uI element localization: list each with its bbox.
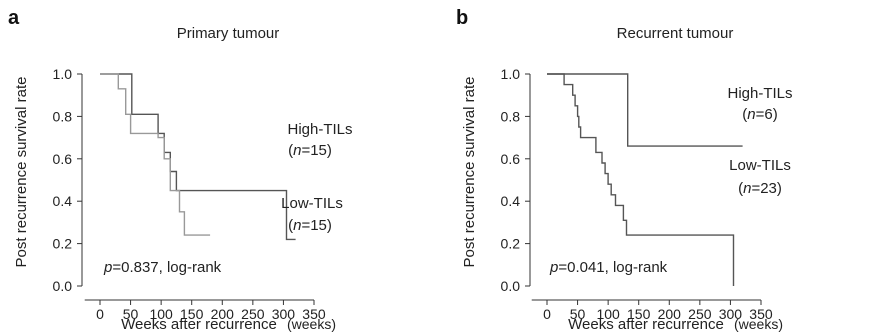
panel-b-y-tick-label: 0.2 [501, 236, 521, 252]
panel-a-p-value-annotation: p=0.837, log-rank [103, 259, 222, 276]
panel-b-series-label: Low-TILs [729, 157, 791, 174]
panel-b-y-tick-label: 0.0 [501, 278, 521, 294]
panel-b-series-n-label: (n=23) [738, 180, 782, 197]
panel-a-x-tick-label: 350 [302, 306, 326, 322]
panel-b-y-tick-label: 0.4 [501, 193, 521, 209]
panel-a-y-tick-label: 0.6 [53, 151, 73, 167]
panel-b-letter: b [456, 7, 468, 29]
panel-a-x-tick-label: 150 [180, 306, 204, 322]
panel-a-x-tick-label: 200 [211, 306, 235, 322]
panel-b-series-n-label: (n=6) [742, 106, 777, 123]
panel-a-y-tick-label: 0.8 [53, 108, 73, 124]
panel-b-x-tick-label: 300 [719, 306, 743, 322]
panel-a-y-label: Post recurrence survival rate [13, 77, 30, 268]
panel-a-title: Primary tumour [177, 25, 280, 42]
panel-a-x-tick-label: 100 [149, 306, 173, 322]
panel-b-x-tick-label: 50 [570, 306, 586, 322]
panel-b-y-tick-label: 0.6 [501, 151, 521, 167]
panel-b-x-tick-label: 0 [543, 306, 551, 322]
panel-a-x-tick-label: 0 [96, 306, 104, 322]
panel-b-y-label: Post recurrence survival rate [461, 77, 478, 268]
panel-a-y-tick-label: 0.4 [53, 193, 73, 209]
panel-b-series-high-tils-line [547, 73, 743, 147]
panel-b-x-unit: (weeks) [734, 316, 783, 332]
panel-a-series-low-tils-line [100, 73, 211, 236]
panel-b-y-tick-label: 1.0 [501, 66, 521, 82]
panel-a-y-tick-label: 0.2 [53, 236, 73, 252]
panel-a-x-tick-label: 250 [241, 306, 265, 322]
panel-b-y-tick-label: 0.8 [501, 108, 521, 124]
panel-a-y-tick-label: 0.0 [53, 278, 73, 294]
panel-a-x-unit: (weeks) [287, 316, 336, 332]
panel-a-series-n-label: (n=15) [288, 217, 332, 234]
panel-a-x-tick-label: 50 [123, 306, 139, 322]
panel-a-x-label: Weeks after recurrence [121, 316, 277, 332]
panel-b-series-low-tils-line [547, 73, 735, 286]
panel-a-series-label: High-TILs [287, 121, 352, 138]
panel-a-series-label: Low-TILs [281, 195, 343, 212]
panel-b-x-tick-label: 100 [596, 306, 620, 322]
panel-a-series-n-label: (n=15) [288, 142, 332, 159]
panel-b-x-tick-label: 150 [627, 306, 651, 322]
panel-b-x-tick-label: 250 [688, 306, 712, 322]
panel-b-x-tick-label: 350 [749, 306, 773, 322]
panel-b-x-tick-label: 200 [658, 306, 682, 322]
panel-b-title: Recurrent tumour [617, 25, 734, 42]
panel-b-x-label: Weeks after recurrence [568, 316, 724, 332]
panel-a-y-tick-label: 1.0 [53, 66, 73, 82]
panel-b-series-label: High-TILs [727, 85, 792, 102]
panel-a-x-tick-label: 300 [272, 306, 296, 322]
panel-b-p-value-annotation: p=0.041, log-rank [549, 259, 668, 276]
panel-a-series-high-tils-line [100, 73, 296, 241]
panel-a-letter: a [8, 7, 20, 29]
